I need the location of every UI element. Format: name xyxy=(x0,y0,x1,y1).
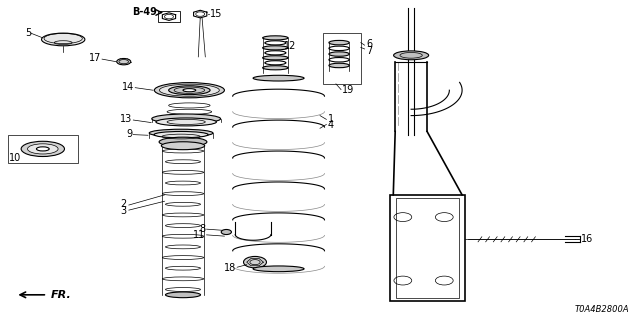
Ellipse shape xyxy=(329,63,349,68)
Text: 8: 8 xyxy=(199,223,205,234)
Text: B-49: B-49 xyxy=(132,7,157,18)
Ellipse shape xyxy=(149,129,213,137)
Ellipse shape xyxy=(329,52,349,56)
Text: 18: 18 xyxy=(223,263,236,274)
Text: 11: 11 xyxy=(193,230,205,240)
Ellipse shape xyxy=(262,36,288,40)
Ellipse shape xyxy=(21,141,65,156)
Ellipse shape xyxy=(329,40,349,45)
Ellipse shape xyxy=(262,56,288,60)
Ellipse shape xyxy=(154,132,208,138)
Text: 13: 13 xyxy=(120,114,132,124)
Ellipse shape xyxy=(161,142,205,150)
Ellipse shape xyxy=(253,266,304,272)
Text: 12: 12 xyxy=(284,41,297,51)
Ellipse shape xyxy=(156,118,216,126)
Text: 4: 4 xyxy=(328,120,334,130)
Ellipse shape xyxy=(253,75,304,81)
Text: 7: 7 xyxy=(366,45,372,56)
Ellipse shape xyxy=(166,292,200,298)
Ellipse shape xyxy=(28,144,58,154)
Bar xyxy=(396,198,459,298)
Bar xyxy=(390,195,465,301)
Text: 16: 16 xyxy=(581,234,593,244)
Ellipse shape xyxy=(154,83,225,98)
Ellipse shape xyxy=(169,86,210,95)
Text: 14: 14 xyxy=(122,82,134,92)
Bar xyxy=(323,33,361,84)
Ellipse shape xyxy=(36,147,49,151)
Ellipse shape xyxy=(159,84,220,96)
Bar xyxy=(8,135,78,163)
Text: 1: 1 xyxy=(328,114,334,124)
Text: FR.: FR. xyxy=(51,290,72,300)
Text: 17: 17 xyxy=(89,53,101,63)
Ellipse shape xyxy=(262,66,288,70)
Ellipse shape xyxy=(159,137,207,147)
Ellipse shape xyxy=(116,59,131,65)
Ellipse shape xyxy=(183,89,196,92)
Ellipse shape xyxy=(221,229,232,235)
Bar xyxy=(157,11,180,22)
Text: T0A4B2800A: T0A4B2800A xyxy=(575,305,629,314)
Text: 15: 15 xyxy=(211,9,223,19)
Text: 6: 6 xyxy=(366,39,372,49)
Text: 2: 2 xyxy=(121,199,127,209)
Text: 5: 5 xyxy=(26,28,32,38)
Ellipse shape xyxy=(152,114,221,124)
Text: 19: 19 xyxy=(342,85,355,95)
Text: 3: 3 xyxy=(121,206,127,216)
Ellipse shape xyxy=(394,51,429,60)
Text: 9: 9 xyxy=(126,129,132,139)
Text: 10: 10 xyxy=(9,153,21,164)
Ellipse shape xyxy=(262,46,288,50)
Ellipse shape xyxy=(42,33,85,46)
Circle shape xyxy=(244,256,266,268)
